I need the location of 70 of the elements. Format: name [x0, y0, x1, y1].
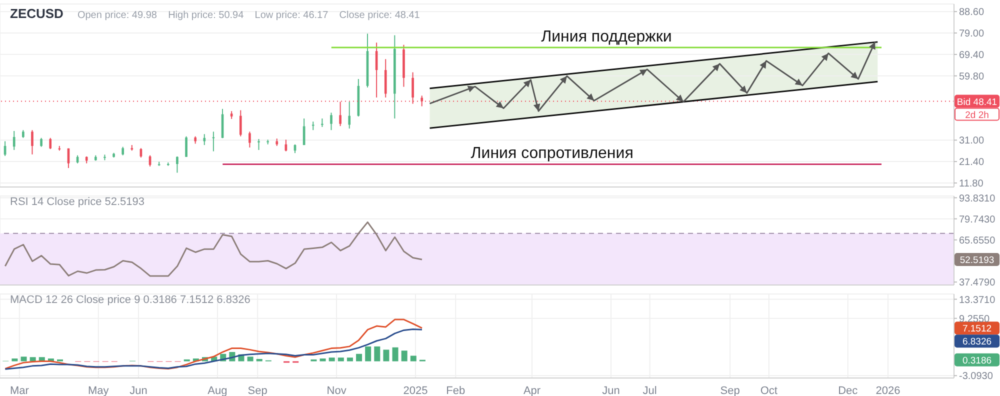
bar — [320, 358, 326, 362]
chart-title: MACD 12 26 Close price 9 0.3186 7.1512 6.8326 — [10, 294, 250, 306]
candlestick — [49, 137, 52, 150]
y-tick-label: 69.40 — [959, 50, 984, 61]
text: 2d 2h — [965, 110, 989, 121]
y-tick-label: 11.80 — [959, 178, 984, 190]
x-tick-label: 2026 — [876, 384, 900, 396]
bar — [328, 358, 335, 362]
candlestick — [384, 58, 387, 98]
y-tick-label: 65.6550 — [959, 235, 996, 246]
y-tick-label: 13.3710 — [959, 294, 996, 306]
bar — [410, 356, 416, 362]
candlestick — [12, 130, 16, 150]
candlestick — [258, 138, 260, 150]
candlestick — [31, 130, 34, 155]
x-tick-label: Dec — [838, 384, 858, 396]
bar — [256, 358, 262, 362]
chart-title: RSI 14 Close price 52.5193 — [10, 196, 145, 208]
y-tick-label: 31.00 — [959, 136, 984, 147]
bar — [346, 358, 353, 362]
x-tick-label: Jun — [602, 384, 620, 396]
text: 7.1512 — [962, 324, 992, 335]
candlestick — [185, 136, 188, 158]
y-tick-label: 21.40 — [959, 157, 984, 168]
line-series — [4, 318, 423, 370]
x-tick-label: Jun — [130, 384, 148, 396]
line-series — [4, 221, 423, 277]
text: 6.8326 — [962, 336, 992, 348]
y-tick-label: 37.4790 — [959, 278, 996, 289]
bar — [383, 350, 390, 362]
y-tick-label: 59.80 — [959, 71, 984, 82]
y-tick-label: 88.60 — [959, 7, 984, 18]
bar — [12, 358, 18, 362]
x-tick-label: Aug — [208, 384, 228, 396]
x-tick-label: Sep — [248, 384, 268, 396]
text: 52.5193 — [960, 255, 994, 266]
candlestick — [248, 131, 251, 148]
candlestick — [239, 110, 242, 137]
candlestick — [348, 101, 351, 130]
bar — [20, 356, 27, 362]
text: 0.3186 — [962, 355, 992, 366]
y-tick-label: 79.00 — [959, 28, 984, 40]
line-series — [4, 328, 423, 370]
x-tick-label: Jul — [642, 384, 657, 396]
bar — [374, 346, 380, 362]
bar — [247, 356, 254, 362]
series-label: Линия поддержки — [541, 28, 672, 46]
x-tick-label: Nov — [326, 384, 347, 396]
x-tick-label: Feb — [446, 384, 466, 396]
candlestick — [203, 134, 206, 146]
ref-line-label: Bid 48.41 — [956, 96, 998, 108]
y-tick-label: 79.7430 — [959, 214, 996, 226]
x-tick-label: Apr — [523, 384, 541, 396]
x-tick-label: Sep — [720, 384, 740, 396]
chart-title: ZECUSD — [10, 6, 64, 21]
x-tick-label: 2025 — [403, 384, 428, 396]
candlestick — [176, 156, 178, 174]
y-tick-label: 93.8310 — [959, 193, 996, 204]
bar — [356, 354, 362, 362]
bar — [365, 346, 372, 362]
x-tick-label: Oct — [760, 384, 778, 396]
bar — [401, 350, 408, 362]
y-tick-label: -3.0930 — [959, 371, 994, 382]
x-tick-label: Mar — [10, 384, 30, 396]
bar — [338, 358, 344, 362]
series-label: Линия сопротивления — [470, 145, 634, 162]
candlestick — [330, 112, 332, 131]
bar — [392, 347, 398, 362]
text: Open price: 49.98 High price: 50.94 Low price: 46.17 Close price: 48.41 — [77, 10, 420, 21]
x-tick-label: May — [88, 384, 110, 396]
